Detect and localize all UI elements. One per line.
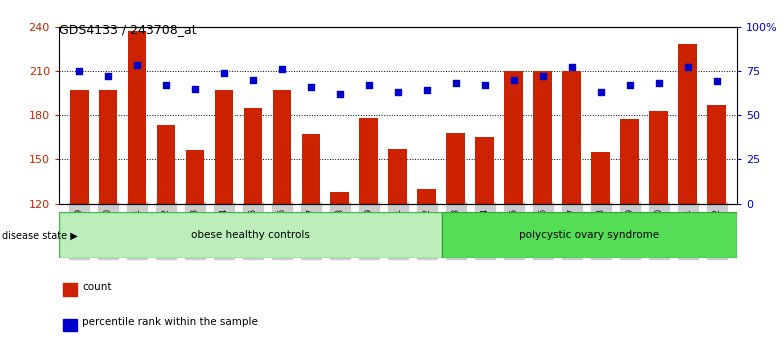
- Text: percentile rank within the sample: percentile rank within the sample: [82, 317, 258, 327]
- Point: [218, 70, 230, 75]
- Bar: [157, 125, 176, 204]
- Bar: [475, 137, 494, 204]
- Point: [160, 82, 172, 88]
- Point: [449, 80, 462, 86]
- Bar: [302, 134, 321, 204]
- Bar: [649, 110, 668, 204]
- Point: [73, 68, 85, 74]
- Point: [681, 64, 694, 70]
- Point: [276, 66, 289, 72]
- Bar: [442, 212, 737, 258]
- Point: [565, 64, 578, 70]
- Bar: [70, 90, 89, 204]
- Text: disease state ▶: disease state ▶: [2, 230, 78, 240]
- Bar: [388, 149, 408, 204]
- Text: polycystic ovary syndrome: polycystic ovary syndrome: [520, 230, 659, 240]
- Bar: [186, 150, 205, 204]
- Bar: [620, 120, 639, 204]
- Bar: [59, 212, 442, 258]
- Point: [189, 86, 201, 91]
- Point: [710, 79, 723, 84]
- Text: count: count: [82, 282, 112, 292]
- Bar: [707, 105, 726, 204]
- Bar: [678, 44, 697, 204]
- Bar: [417, 189, 436, 204]
- Bar: [360, 118, 379, 204]
- Point: [131, 63, 143, 68]
- Point: [391, 89, 405, 95]
- Point: [623, 82, 636, 88]
- Bar: [591, 152, 610, 204]
- Point: [478, 82, 491, 88]
- Bar: [99, 90, 118, 204]
- Bar: [244, 108, 263, 204]
- Bar: [504, 71, 523, 204]
- Bar: [331, 192, 350, 204]
- Bar: [533, 71, 552, 204]
- Bar: [128, 31, 147, 204]
- Point: [507, 77, 520, 82]
- Point: [594, 89, 607, 95]
- Point: [102, 73, 114, 79]
- Bar: [273, 90, 292, 204]
- Point: [247, 77, 260, 82]
- Point: [420, 87, 433, 93]
- Text: obese healthy controls: obese healthy controls: [191, 230, 310, 240]
- Point: [652, 80, 665, 86]
- Bar: [63, 319, 77, 331]
- Bar: [446, 133, 465, 204]
- Point: [305, 84, 318, 90]
- Text: GDS4133 / 243708_at: GDS4133 / 243708_at: [59, 23, 197, 36]
- Point: [363, 82, 376, 88]
- Point: [536, 73, 549, 79]
- Bar: [63, 283, 77, 296]
- Bar: [562, 71, 581, 204]
- Bar: [215, 90, 234, 204]
- Point: [334, 91, 347, 97]
